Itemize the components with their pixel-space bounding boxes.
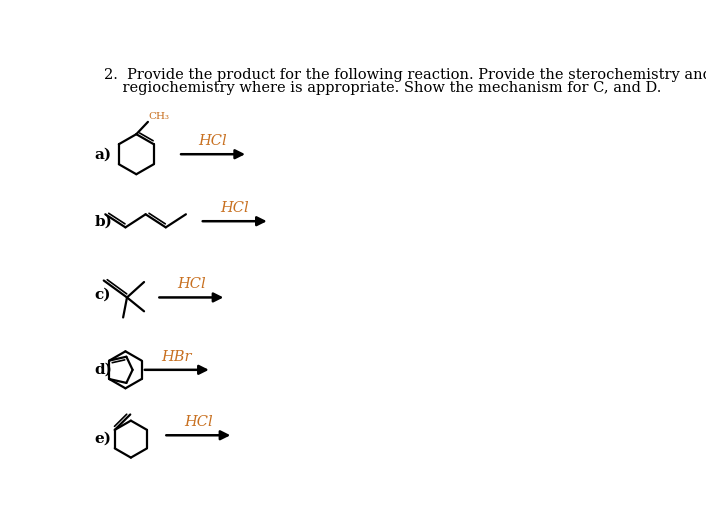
Text: HCl: HCl — [177, 277, 205, 291]
Text: HCl: HCl — [220, 201, 249, 215]
Text: b): b) — [95, 214, 112, 228]
Text: HCl: HCl — [198, 134, 227, 148]
Text: HBr: HBr — [162, 350, 192, 364]
Text: CH₃: CH₃ — [149, 112, 169, 121]
Text: d): d) — [95, 363, 112, 377]
Text: HCl: HCl — [184, 415, 213, 429]
Text: 2.  Provide the product for the following reaction. Provide the sterochemistry a: 2. Provide the product for the following… — [104, 68, 706, 82]
Text: regiochemistry where is appropriate. Show the mechanism for C, and D.: regiochemistry where is appropriate. Sho… — [104, 81, 661, 95]
Text: e): e) — [95, 432, 112, 446]
Text: a): a) — [95, 147, 112, 161]
Text: c): c) — [95, 288, 111, 302]
